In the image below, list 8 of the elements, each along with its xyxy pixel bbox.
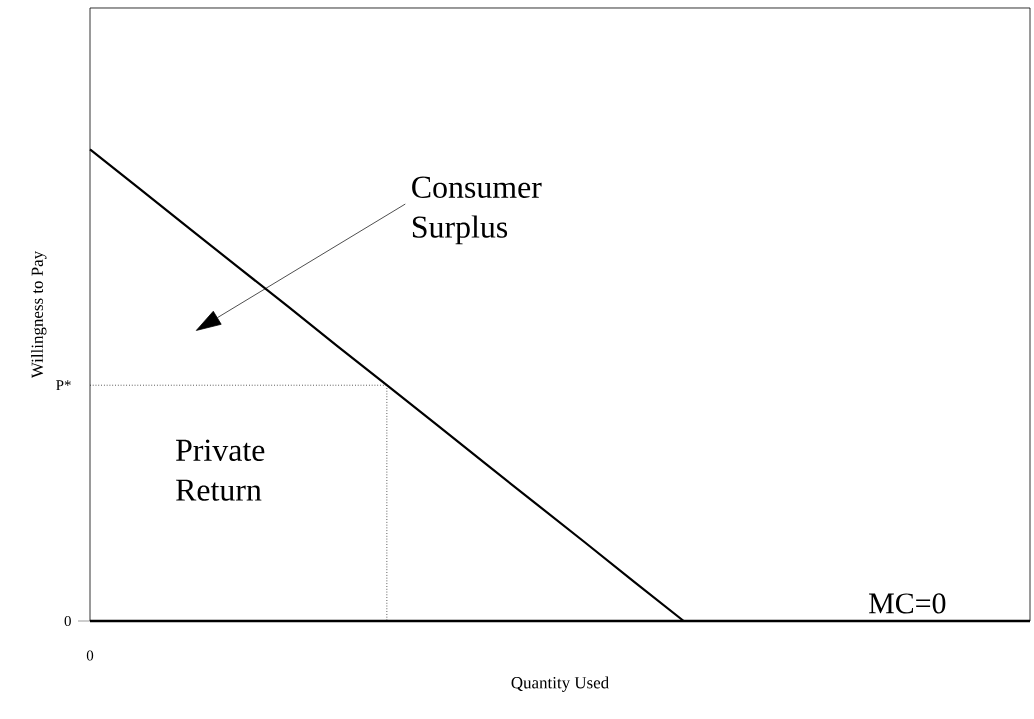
x-axis-title: Quantity Used (511, 676, 609, 692)
text: P* (56, 380, 71, 391)
text: 0 (64, 615, 71, 627)
ref-line-label: MC=0 (869, 593, 946, 614)
text: 0 (86, 650, 94, 661)
annotation: Consumer Surplus (412, 176, 542, 245)
annotation: Private Return (176, 439, 265, 501)
y-axis-title: Willingness to Pay (31, 250, 47, 379)
